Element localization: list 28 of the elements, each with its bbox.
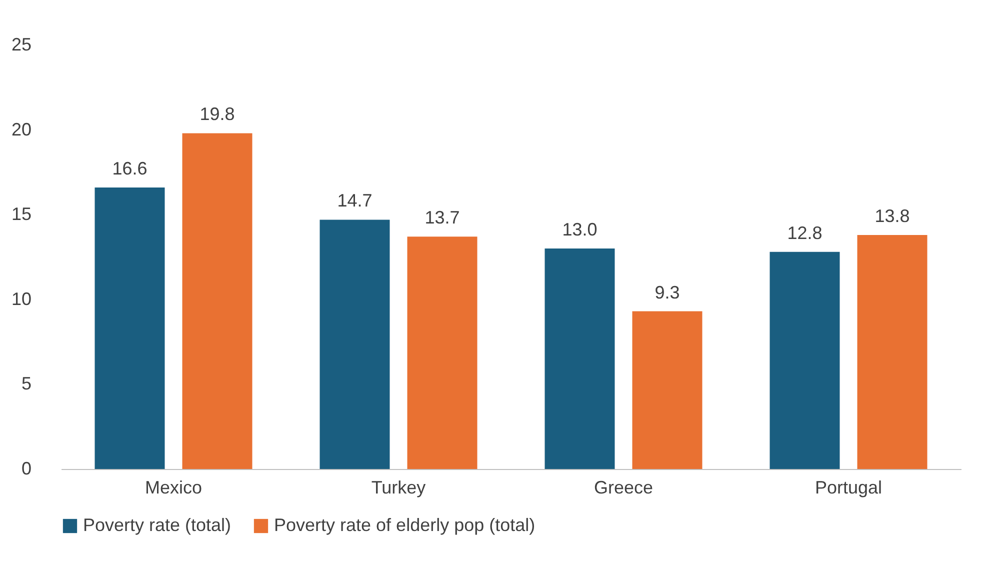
- bar: [407, 236, 478, 469]
- bar: [770, 252, 840, 469]
- y-tick-label: 25: [11, 34, 32, 54]
- bar: [632, 311, 702, 469]
- bar: [320, 220, 390, 469]
- bar: [544, 248, 615, 469]
- data-label: 13.8: [874, 206, 910, 226]
- x-tick-label: Mexico: [144, 478, 202, 498]
- y-tick-label: 10: [11, 288, 32, 309]
- y-tick-label: 20: [11, 119, 32, 140]
- bar: [94, 187, 165, 469]
- data-label: 9.3: [654, 282, 680, 302]
- data-label: 12.8: [787, 222, 822, 243]
- y-tick-label: 5: [21, 374, 32, 394]
- bar: [857, 234, 928, 469]
- data-label: 16.6: [112, 158, 148, 178]
- y-tick-label: 0: [21, 458, 32, 478]
- legend-label: Poverty rate (total): [83, 515, 232, 535]
- x-tick-label: Turkey: [371, 478, 426, 498]
- legend-label: Poverty rate of elderly pop (total): [274, 515, 536, 535]
- bar: [182, 133, 252, 469]
- data-label: 13.7: [424, 208, 460, 228]
- x-tick-label: Greece: [594, 478, 654, 498]
- data-label: 13.0: [562, 220, 598, 240]
- x-tick-label: Portugal: [814, 478, 882, 498]
- data-label: 19.8: [200, 104, 235, 124]
- data-label: 14.7: [337, 190, 372, 211]
- y-tick-label: 15: [11, 204, 32, 224]
